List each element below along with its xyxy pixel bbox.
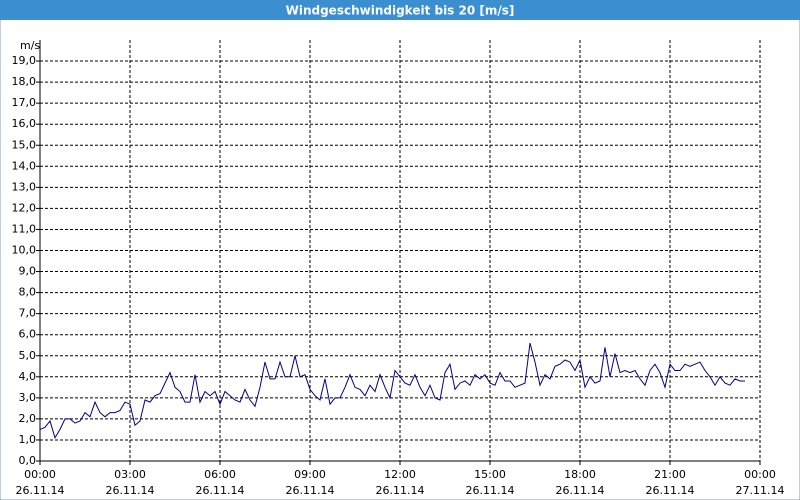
- y-tick-label: 10,0: [12, 244, 37, 257]
- y-tick-label: 4,0: [19, 370, 37, 383]
- y-tick-label: 14,0: [12, 159, 37, 172]
- x-tick-label: 12:00: [384, 468, 416, 481]
- x-tick-date: 26.11.14: [196, 484, 245, 497]
- x-tick-label: 00:00: [24, 468, 56, 481]
- y-tick-label: 17,0: [12, 96, 37, 109]
- y-tick-label: 19,0: [12, 54, 37, 67]
- x-tick-label: 09:00: [294, 468, 326, 481]
- x-tick-label: 00:00: [744, 468, 776, 481]
- x-tick-date: 27.11.14: [736, 484, 785, 497]
- x-tick-label: 06:00: [204, 468, 236, 481]
- x-tick-date: 26.11.14: [16, 484, 65, 497]
- y-tick-label: 16,0: [12, 117, 37, 130]
- y-tick-label: 18,0: [12, 75, 37, 88]
- y-tick-label: 9,0: [19, 265, 37, 278]
- x-tick-label: 18:00: [564, 468, 596, 481]
- x-tick-date: 26.11.14: [286, 484, 335, 497]
- data-line: [39, 342, 745, 440]
- x-tick-date: 26.11.14: [556, 484, 605, 497]
- y-tick-label: 7,0: [19, 307, 37, 320]
- y-tick-label: 13,0: [12, 180, 37, 193]
- y-tick-label: 12,0: [12, 201, 37, 214]
- x-tick-date: 26.11.14: [646, 484, 695, 497]
- x-tick-date: 26.11.14: [466, 484, 515, 497]
- y-tick-label: 1,0: [19, 433, 37, 446]
- y-unit: m/s: [20, 39, 40, 52]
- title-bar: [0, 0, 800, 20]
- y-tick-label: 3,0: [19, 391, 37, 404]
- y-tick-label: 8,0: [19, 286, 37, 299]
- y-tick-label: 6,0: [19, 328, 37, 341]
- y-tick-label: 11,0: [12, 222, 37, 235]
- x-tick-label: 15:00: [474, 468, 506, 481]
- y-tick-label: 0,0: [19, 454, 37, 467]
- x-tick-label: 03:00: [114, 468, 146, 481]
- x-tick-date: 26.11.14: [376, 484, 425, 497]
- y-tick-label: 5,0: [19, 349, 37, 362]
- x-tick-label: 21:00: [654, 468, 686, 481]
- y-tick-label: 2,0: [19, 412, 37, 425]
- y-tick-label: 15,0: [12, 138, 37, 151]
- x-tick-date: 26.11.14: [106, 484, 155, 497]
- chart-title: Windgeschwindigkeit bis 20 [m/s]: [286, 4, 515, 18]
